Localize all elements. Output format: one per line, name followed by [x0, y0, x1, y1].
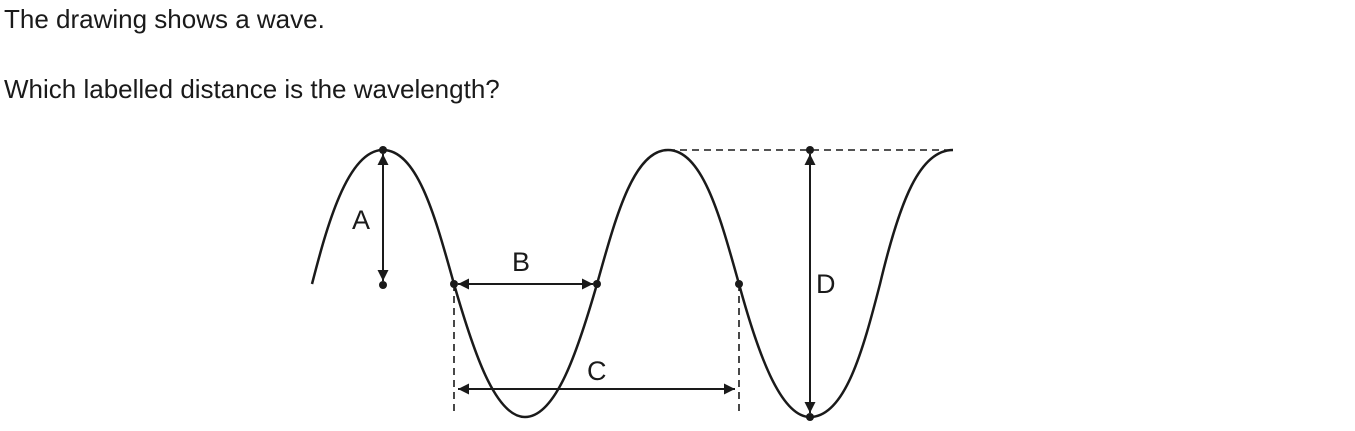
wave-curve: [310, 148, 954, 419]
label-c: C: [587, 356, 607, 386]
question-intro: The drawing shows a wave.: [4, 4, 325, 34]
dashed-guides: [453, 149, 953, 412]
marker-dots: [379, 146, 814, 421]
label-a: A: [352, 205, 370, 235]
question-prompt: Which labelled distance is the wavelengt…: [4, 74, 500, 104]
label-d: D: [816, 269, 836, 299]
label-b: B: [512, 247, 530, 277]
